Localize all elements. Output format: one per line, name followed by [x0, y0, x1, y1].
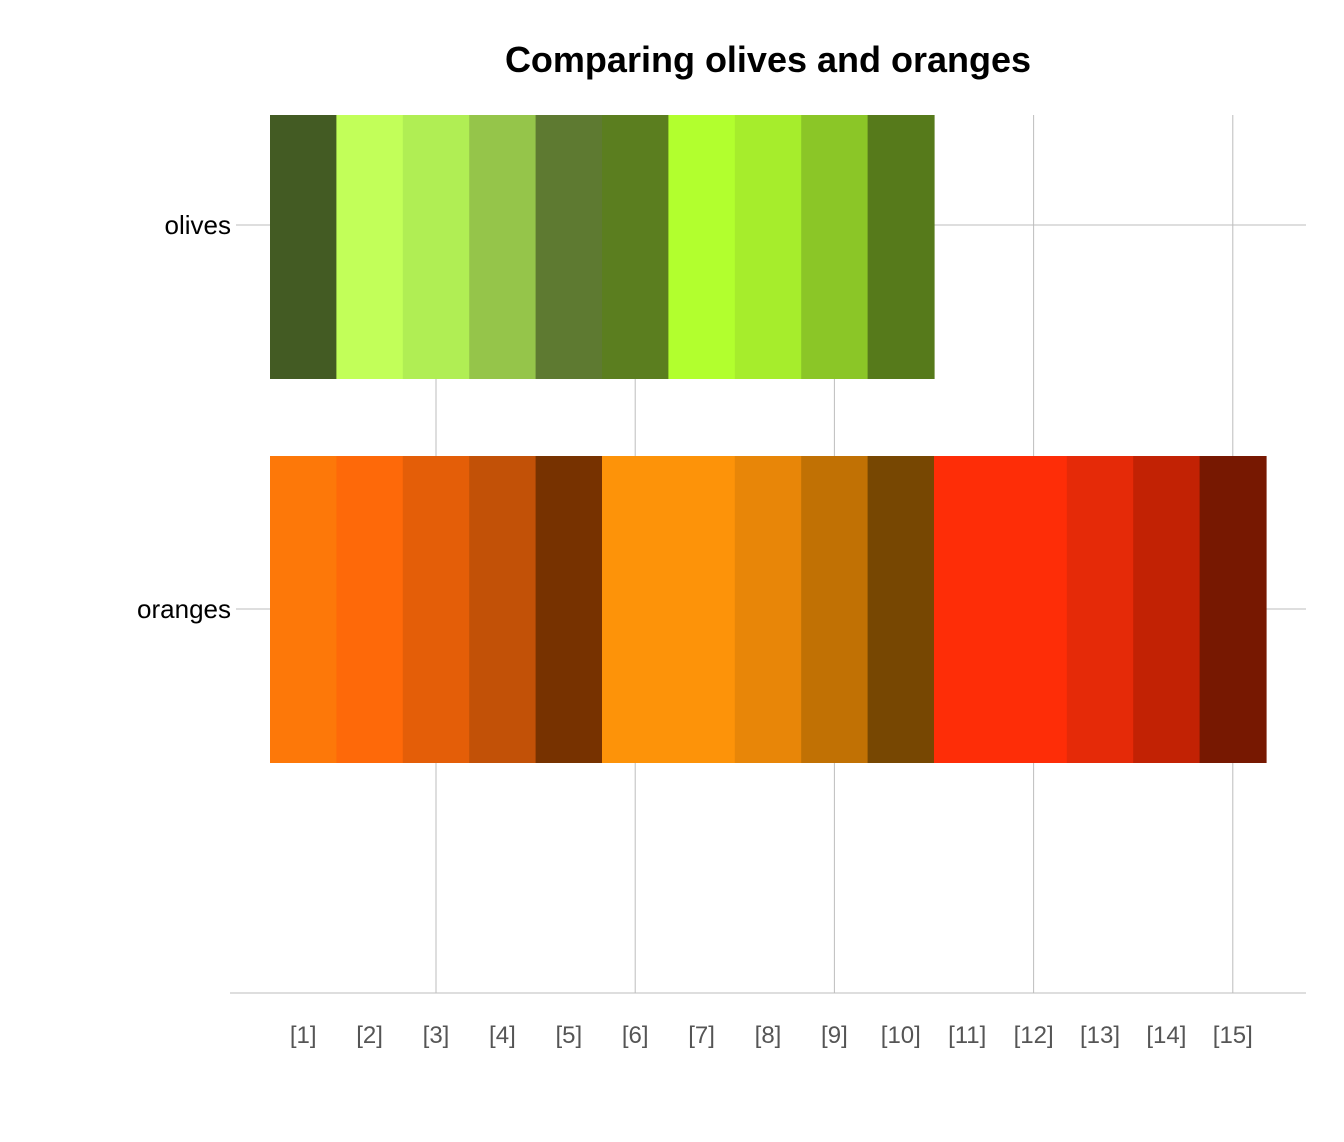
- x-tick-label: [1]: [290, 1022, 317, 1049]
- x-axis: [1] [2] [3] [4] [5] [6] [7] [8] [9] [10] [11] [12] […: [290, 1022, 1253, 1049]
- bar-segment-oranges-12: [1133, 456, 1201, 763]
- bar-segment-olives-9: [801, 115, 869, 379]
- bar-segment-olives-6: [602, 115, 669, 379]
- bar-segment-oranges-9: [867, 456, 935, 763]
- bar-segment-olives-8: [734, 115, 802, 379]
- x-tick-label: [10]: [881, 1022, 921, 1049]
- x-tick-label: [12]: [1014, 1022, 1054, 1049]
- x-tick-label: [15]: [1213, 1022, 1253, 1049]
- x-tick-label: [7]: [688, 1022, 715, 1049]
- bar-segment-olives-7: [668, 115, 736, 379]
- bar-segment-oranges-13: [1199, 456, 1267, 763]
- bar-segment-olives-1: [270, 115, 337, 379]
- x-tick-label: [9]: [821, 1022, 848, 1049]
- x-tick-label: [5]: [555, 1022, 582, 1049]
- bar-segment-olives-4: [469, 115, 537, 379]
- bar-segment-oranges-4: [469, 456, 537, 763]
- y-tick-label-oranges: oranges: [137, 594, 231, 624]
- bar-segment-olives-3: [402, 115, 470, 379]
- x-tick-label: [4]: [489, 1022, 516, 1049]
- bar-segment-oranges-10: [934, 456, 1068, 763]
- bar-segment-oranges-3: [402, 456, 470, 763]
- x-tick-label: [13]: [1080, 1022, 1120, 1049]
- bar-segment-oranges-7: [734, 456, 802, 763]
- bar-segment-olives-2: [336, 115, 404, 379]
- bar-segment-oranges-5: [535, 456, 603, 763]
- y-axis: olives oranges: [137, 210, 231, 624]
- x-tick-label: [2]: [356, 1022, 383, 1049]
- x-tick-label: [14]: [1146, 1022, 1186, 1049]
- bar-segment-oranges-1: [270, 456, 337, 763]
- x-tick-label: [3]: [423, 1022, 450, 1049]
- bar-segment-oranges-8: [801, 456, 869, 763]
- chart-title: Comparing olives and oranges: [505, 39, 1031, 80]
- bar-segment-oranges-6: [602, 456, 736, 763]
- x-tick-label: [11]: [948, 1022, 986, 1049]
- x-tick-label: [6]: [622, 1022, 649, 1049]
- bar-segment-olives-10: [867, 115, 935, 379]
- x-tick-label: [8]: [755, 1022, 782, 1049]
- bar-segment-olives-5: [535, 115, 603, 379]
- bar-segment-oranges-11: [1066, 456, 1134, 763]
- bar-olives: [270, 115, 935, 379]
- bar-oranges: [270, 456, 1267, 763]
- bars: [270, 115, 1267, 763]
- bar-segment-oranges-2: [336, 456, 404, 763]
- y-tick-label-olives: olives: [165, 210, 231, 240]
